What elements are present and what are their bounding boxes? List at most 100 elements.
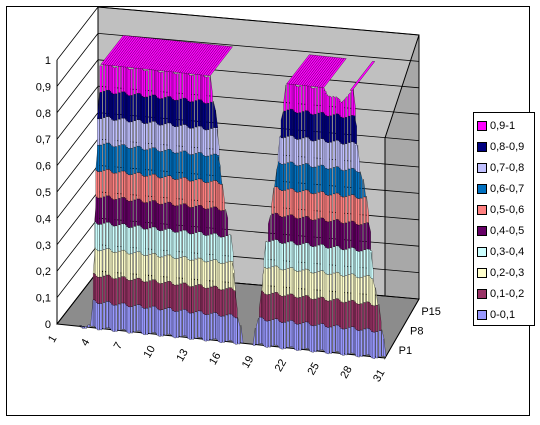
- surface-band-cell: [342, 249, 345, 277]
- surface-band-cell: [311, 219, 314, 247]
- surface-band-cell: [314, 298, 317, 326]
- surface-band-cell: [173, 152, 177, 180]
- surface-band-cell: [210, 233, 213, 261]
- surface-band-cell: [314, 219, 317, 247]
- surface-band-cell: [329, 115, 332, 143]
- surface-band-cell: [160, 309, 164, 337]
- surface-band-cell: [179, 125, 182, 153]
- surface-band-cell: [118, 198, 121, 226]
- surface-band-cell: [342, 275, 345, 303]
- surface-band-cell: [326, 142, 330, 170]
- surface-band-cell: [182, 256, 186, 284]
- z-tick-label: 0,9: [36, 81, 51, 93]
- surface-band-cell: [354, 116, 357, 144]
- legend-item: 0,6-0,7: [477, 178, 534, 199]
- surface-band-cell: [280, 190, 284, 218]
- surface-band-cell: [329, 194, 332, 222]
- surface-band-cell: [289, 267, 293, 295]
- surface-band-cell: [329, 221, 332, 249]
- surface-band-cell: [160, 203, 164, 231]
- surface-band-cell: [112, 252, 115, 280]
- legend: 0,9-1 0,8-0,9 0,7-0,8 0,6-0,7 0,5-0,6 0,4-0,5…: [473, 112, 535, 326]
- legend-swatch: [477, 225, 487, 236]
- surface-band-cell: [317, 165, 320, 193]
- surface-band-cell: [298, 138, 302, 166]
- surface-band-cell: [302, 164, 305, 191]
- surface-band-cell: [167, 175, 170, 203]
- surface-band-cell: [283, 295, 287, 323]
- surface-band-cell: [296, 86, 299, 114]
- surface-band-cell: [145, 228, 149, 256]
- surface-band-cell: [363, 196, 366, 224]
- surface-band-cell: [348, 300, 351, 328]
- y-tick-label: P15: [421, 306, 441, 318]
- surface-band-cell: [102, 90, 106, 118]
- surface-band-cell: [305, 136, 308, 164]
- legend-swatch: [477, 183, 487, 194]
- surface-band-cell: [179, 283, 182, 311]
- surface-band-cell: [332, 219, 336, 247]
- surface-band-cell: [298, 191, 302, 219]
- legend-label: 0,7-0,8: [490, 161, 525, 174]
- surface-band-cell: [160, 177, 164, 205]
- surface-band-cell: [206, 287, 210, 315]
- surface-band-cell: [265, 241, 269, 269]
- surface-band-cell: [197, 99, 201, 127]
- surface-band-cell: [283, 110, 287, 138]
- surface-band-cell: [326, 168, 330, 196]
- legend-item: 0,2-0,3: [477, 262, 534, 283]
- surface-band-cell: [173, 232, 177, 259]
- surface-band-cell: [167, 149, 170, 176]
- surface-band-cell: [102, 64, 106, 92]
- surface-band-cell: [317, 323, 320, 351]
- surface-band-cell: [197, 152, 201, 180]
- surface-band-cell: [164, 149, 167, 177]
- surface-band-cell: [99, 250, 103, 278]
- surface-band-cell: [283, 269, 287, 297]
- surface-band-cell: [342, 143, 345, 171]
- surface-band-cell: [206, 102, 210, 130]
- surface-band-cell: [160, 283, 164, 310]
- surface-band-cell: [114, 199, 118, 227]
- surface-band-cell: [179, 230, 182, 258]
- surface-band-cell: [97, 171, 100, 199]
- surface-band-cell: [298, 323, 302, 351]
- surface-band-cell: [344, 275, 348, 303]
- z-gridline-left: [56, 165, 99, 219]
- surface-band-cell: [298, 244, 302, 272]
- surface-band-cell: [204, 129, 207, 157]
- surface-band-cell: [219, 289, 223, 317]
- surface-band-cell: [326, 274, 330, 302]
- surface-band-cell: [189, 207, 192, 235]
- surface-band-cell: [219, 263, 223, 291]
- surface-band-cell: [360, 303, 363, 331]
- surface-band-cell: [225, 314, 228, 342]
- surface-band-cell: [314, 193, 317, 221]
- legend-label: 0,8-0,9: [490, 140, 525, 153]
- legend-item: 0,9-1: [477, 115, 534, 136]
- z-tick-label: 0,3: [36, 240, 51, 252]
- surface-band-cell: [133, 199, 136, 227]
- surface-band-cell: [145, 281, 149, 309]
- surface-band-cell: [127, 280, 131, 308]
- z-gridline-back: [97, 112, 420, 141]
- surface-band-cell: [344, 169, 348, 197]
- surface-band-cell: [158, 204, 161, 232]
- surface-band-cell: [182, 71, 186, 99]
- surface-band-cell: [151, 94, 155, 122]
- surface-band-cell: [105, 169, 109, 197]
- surface-band-cell: [204, 288, 207, 315]
- surface-band-cell: [105, 142, 109, 170]
- surface-band-cell: [81, 326, 85, 329]
- surface-band-cell: [160, 124, 164, 152]
- surface-band-cell: [283, 163, 287, 191]
- surface-band-cell: [164, 70, 167, 98]
- surface-band-cell: [329, 141, 332, 169]
- surface-band-cell: [326, 221, 330, 249]
- surface-band-cell: [320, 243, 323, 271]
- surface-band-cell: [360, 277, 363, 304]
- z-tick-label: 0,5: [36, 187, 51, 199]
- surface-band-cell: [148, 148, 152, 176]
- surface-band-cell: [127, 253, 131, 281]
- legend-item: 0,5-0,6: [477, 199, 534, 220]
